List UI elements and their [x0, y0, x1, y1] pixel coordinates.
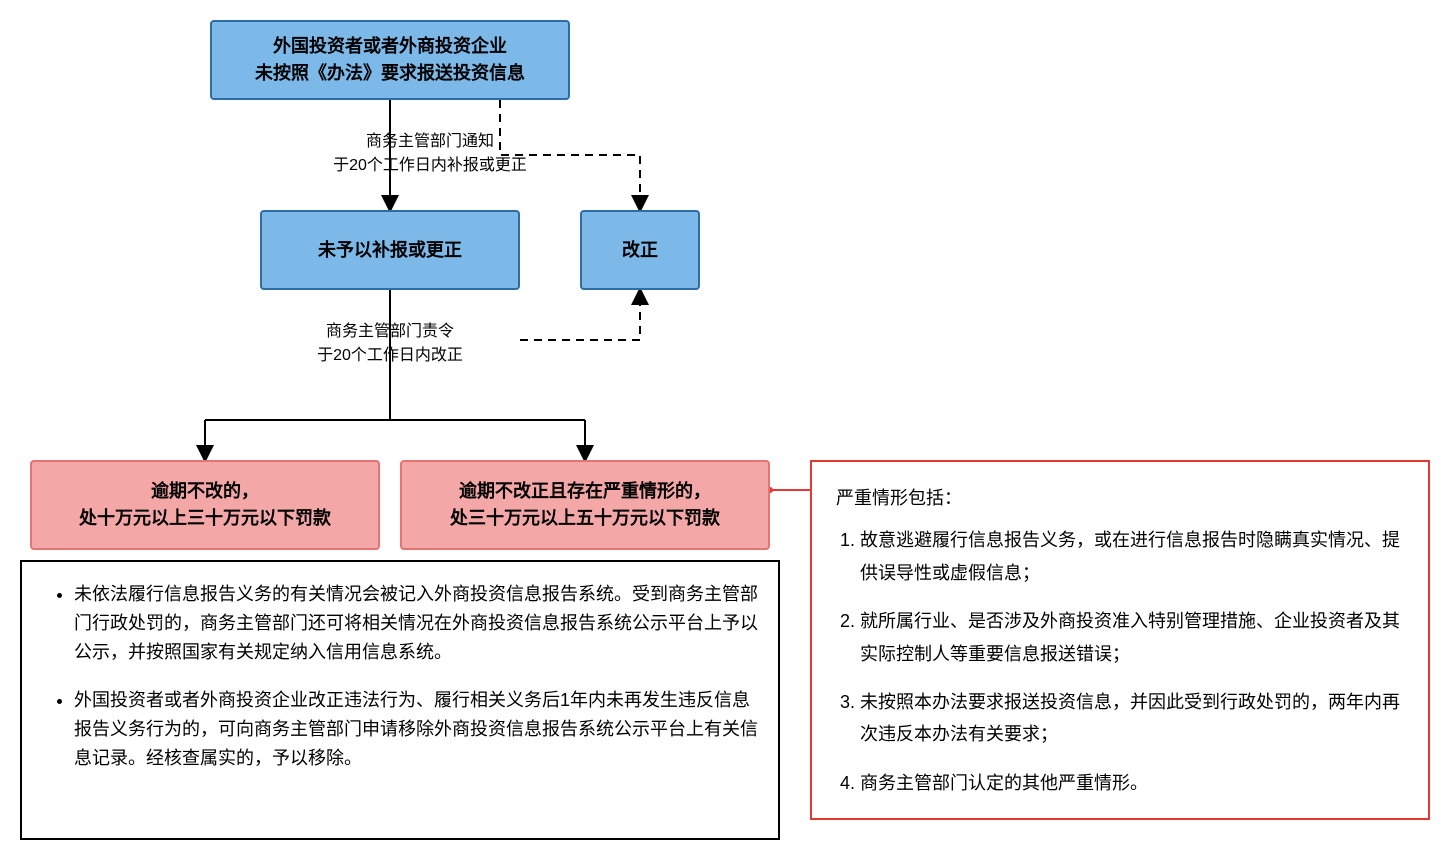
flowchart-stage: 外国投资者或者外商投资企业 未按照《办法》要求报送投资信息 商务主管部门通知 于…: [0, 0, 1449, 860]
notes-panel: 未依法履行信息报告义务的有关情况会被记入外商投资信息报告系统。受到商务主管部门行…: [20, 560, 780, 840]
severe-item: 故意逃避履行信息报告义务，或在进行信息报告时隐瞒真实情况、提供误导性或虚假信息；: [860, 524, 1404, 589]
node-not-corrected: 未予以补报或更正: [260, 210, 520, 290]
node-penalty-1: 逾期不改的， 处十万元以上三十万元以下罚款: [30, 460, 380, 550]
severe-item: 未按照本办法要求报送投资信息，并因此受到行政处罚的，两年内再次违反本办法有关要求…: [860, 686, 1404, 751]
node-start: 外国投资者或者外商投资企业 未按照《办法》要求报送投资信息: [210, 20, 570, 100]
edge-label-order: 商务主管部门责令 于20个工作日内改正: [280, 320, 500, 368]
severe-item: 就所属行业、是否涉及外商投资准入特别管理措施、企业投资者及其实际控制人等重要信息…: [860, 605, 1404, 670]
notes-item: 未依法履行信息报告义务的有关情况会被记入外商投资信息报告系统。受到商务主管部门行…: [74, 580, 758, 666]
severe-item: 商务主管部门认定的其他严重情形。: [860, 767, 1404, 799]
edge-label-notify: 商务主管部门通知 于20个工作日内补报或更正: [300, 130, 560, 178]
notes-item: 外国投资者或者外商投资企业改正违法行为、履行相关义务后1年内未再发生违反信息报告…: [74, 686, 758, 772]
edge-n2-n3: [520, 290, 640, 340]
severe-title: 严重情形包括：: [836, 482, 1404, 514]
severe-panel: 严重情形包括： 故意逃避履行信息报告义务，或在进行信息报告时隐瞒真实情况、提供误…: [810, 460, 1430, 820]
node-corrected: 改正: [580, 210, 700, 290]
node-penalty-2: 逾期不改正且存在严重情形的， 处三十万元以上五十万元以下罚款: [400, 460, 770, 550]
